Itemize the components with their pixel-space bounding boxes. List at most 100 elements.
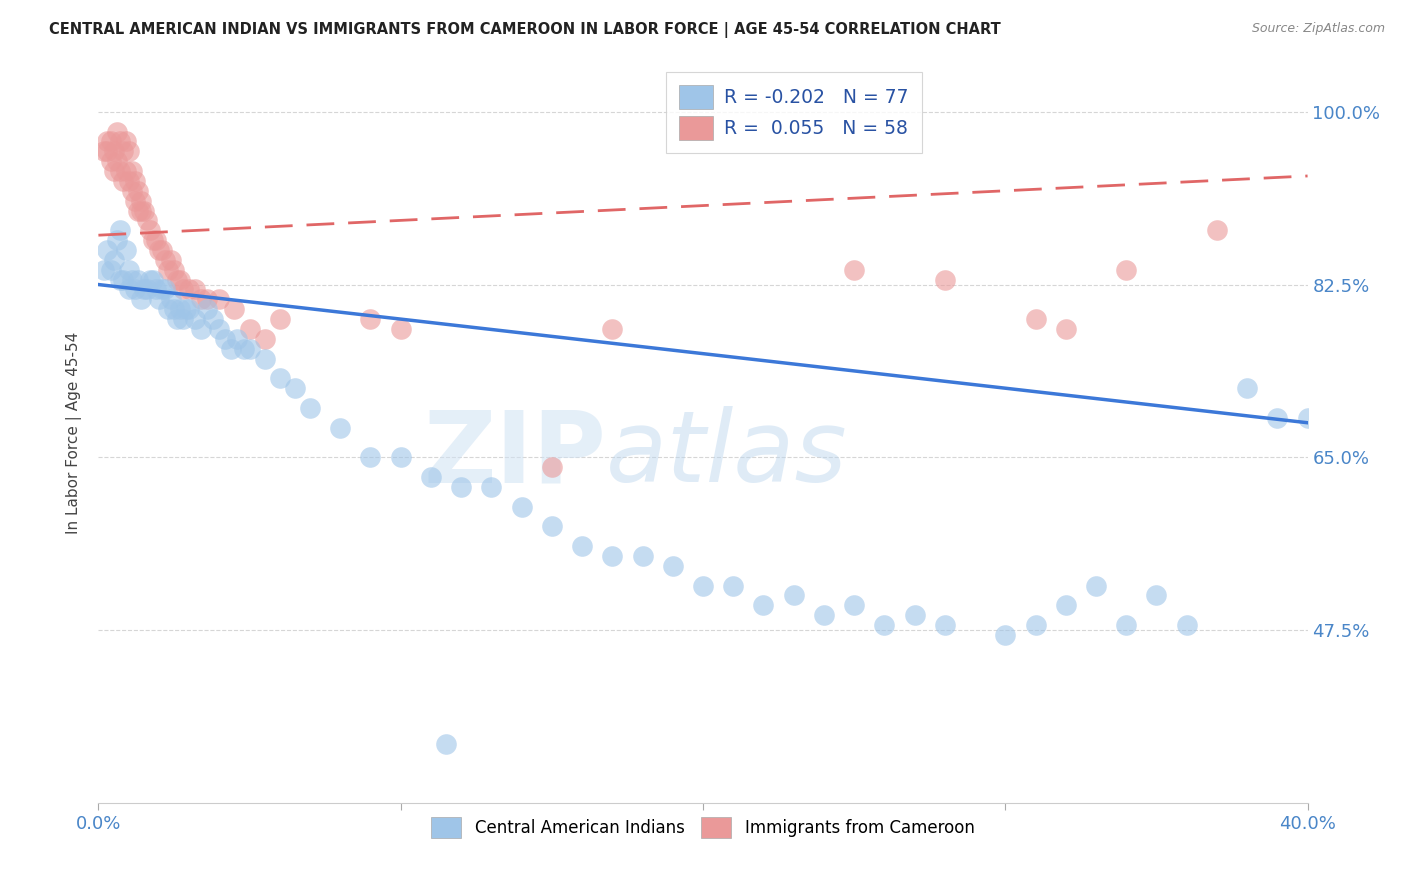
Point — [214, 332, 236, 346]
Point — [190, 322, 212, 336]
Point — [389, 450, 412, 465]
Point — [813, 608, 835, 623]
Point — [105, 233, 128, 247]
Point — [148, 293, 170, 307]
Text: Source: ZipAtlas.com: Source: ZipAtlas.com — [1251, 22, 1385, 36]
Point — [360, 312, 382, 326]
Point — [100, 262, 122, 277]
Point — [190, 293, 212, 307]
Point — [111, 174, 134, 188]
Point — [934, 618, 956, 632]
Point — [221, 342, 243, 356]
Point — [269, 312, 291, 326]
Point — [1115, 262, 1137, 277]
Point — [904, 608, 927, 623]
Point — [118, 174, 141, 188]
Point — [208, 293, 231, 307]
Point — [994, 628, 1017, 642]
Point — [108, 223, 131, 237]
Point — [135, 283, 157, 297]
Point — [692, 579, 714, 593]
Point — [111, 145, 134, 159]
Point — [540, 460, 562, 475]
Point — [284, 381, 307, 395]
Point — [127, 203, 149, 218]
Point — [118, 145, 141, 159]
Point — [96, 135, 118, 149]
Point — [111, 272, 134, 286]
Point — [208, 322, 231, 336]
Point — [602, 549, 624, 563]
Point — [142, 233, 165, 247]
Point — [121, 164, 143, 178]
Point — [169, 272, 191, 286]
Point — [631, 549, 654, 563]
Point — [172, 283, 194, 297]
Point — [510, 500, 533, 514]
Point — [118, 262, 141, 277]
Point — [420, 470, 443, 484]
Point — [226, 332, 249, 346]
Point — [93, 262, 115, 277]
Point — [299, 401, 322, 415]
Point — [105, 124, 128, 138]
Point — [121, 272, 143, 286]
Point — [132, 283, 155, 297]
Point — [783, 589, 806, 603]
Point — [1024, 312, 1046, 326]
Text: CENTRAL AMERICAN INDIAN VS IMMIGRANTS FROM CAMEROON IN LABOR FORCE | AGE 45-54 C: CENTRAL AMERICAN INDIAN VS IMMIGRANTS FR… — [49, 22, 1001, 38]
Point — [148, 243, 170, 257]
Point — [1175, 618, 1198, 632]
Point — [118, 283, 141, 297]
Point — [103, 252, 125, 267]
Point — [114, 164, 136, 178]
Point — [1085, 579, 1108, 593]
Point — [934, 272, 956, 286]
Point — [129, 194, 152, 208]
Text: ZIP: ZIP — [423, 407, 606, 503]
Point — [121, 184, 143, 198]
Point — [105, 154, 128, 169]
Point — [873, 618, 896, 632]
Point — [142, 272, 165, 286]
Point — [103, 145, 125, 159]
Point — [540, 519, 562, 533]
Point — [156, 262, 179, 277]
Point — [96, 145, 118, 159]
Point — [114, 243, 136, 257]
Point — [129, 293, 152, 307]
Point — [1267, 410, 1289, 425]
Point — [150, 283, 173, 297]
Point — [329, 420, 352, 434]
Point — [179, 302, 201, 317]
Point — [145, 233, 167, 247]
Point — [195, 302, 218, 317]
Point — [239, 322, 262, 336]
Point — [127, 184, 149, 198]
Point — [195, 293, 218, 307]
Point — [253, 351, 276, 366]
Point — [145, 283, 167, 297]
Point — [389, 322, 412, 336]
Point — [169, 302, 191, 317]
Point — [174, 302, 197, 317]
Point — [232, 342, 254, 356]
Point — [752, 599, 775, 613]
Point — [269, 371, 291, 385]
Point — [100, 154, 122, 169]
Point — [124, 283, 146, 297]
Point — [184, 312, 207, 326]
Point — [153, 283, 176, 297]
Point — [224, 302, 246, 317]
Point — [1054, 322, 1077, 336]
Point — [163, 262, 186, 277]
Point — [1296, 410, 1319, 425]
Point — [661, 558, 683, 573]
Y-axis label: In Labor Force | Age 45-54: In Labor Force | Age 45-54 — [66, 332, 83, 533]
Point — [166, 272, 188, 286]
Point — [103, 164, 125, 178]
Point — [153, 252, 176, 267]
Point — [132, 203, 155, 218]
Point — [166, 312, 188, 326]
Legend: Central American Indians, Immigrants from Cameroon: Central American Indians, Immigrants fro… — [423, 808, 983, 847]
